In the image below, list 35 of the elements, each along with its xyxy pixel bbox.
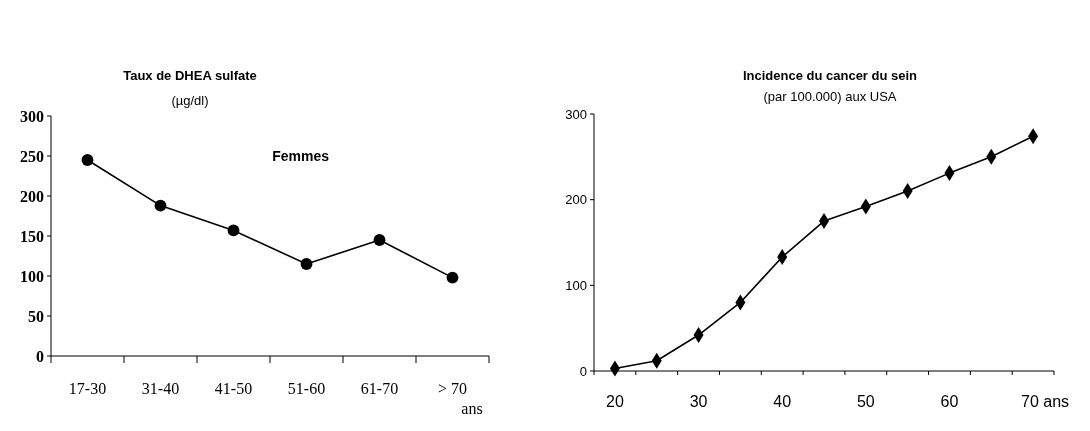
point [227,224,240,237]
chart-subtitle: (par 100.000) aux USA [763,89,897,104]
point [154,199,167,212]
x-tick-label: 31-40 [141,380,180,397]
point [81,154,94,166]
x-tick-label: 30 [689,393,708,410]
text: Femmes [272,148,330,164]
point [446,271,459,284]
x-tick-label: 20 [606,393,624,410]
y-tick-label: 50 [28,307,44,325]
x-tick-label: 60 [940,393,959,410]
chart-title: Incidence du cancer du sein [742,68,918,83]
y-tick-label: 200 [20,187,44,205]
x-tick-label: 40 [773,393,792,410]
y-tick-label: 300 [565,106,587,122]
y-tick-label: 250 [20,147,44,165]
x-tick-label: 61-70 [360,380,399,397]
x-tick-label: 17-30 [68,380,107,397]
x-tick-label: 51-60 [287,380,326,397]
y-tick-label: 0 [36,347,44,365]
y-tick-label: 100 [20,267,44,285]
point [300,258,313,270]
y-tick-label: 150 [20,227,44,245]
x-tick-label: 70 ans [1021,393,1070,410]
point [373,234,386,246]
x-tick-label: 50 [856,393,875,410]
y-tick-label: 0 [579,363,587,379]
x-axis-title: ans [461,400,483,417]
x-tick-label: 41-50 [214,380,253,397]
chart-subtitle: (µg/dl) [171,93,209,108]
y-tick-label: 100 [565,277,587,293]
y-tick-label: 200 [565,192,587,208]
y-tick-label: 300 [20,107,44,125]
chart-title: Taux de DHEA sulfate [123,68,257,83]
x-tick-label: > 70 [437,380,468,397]
